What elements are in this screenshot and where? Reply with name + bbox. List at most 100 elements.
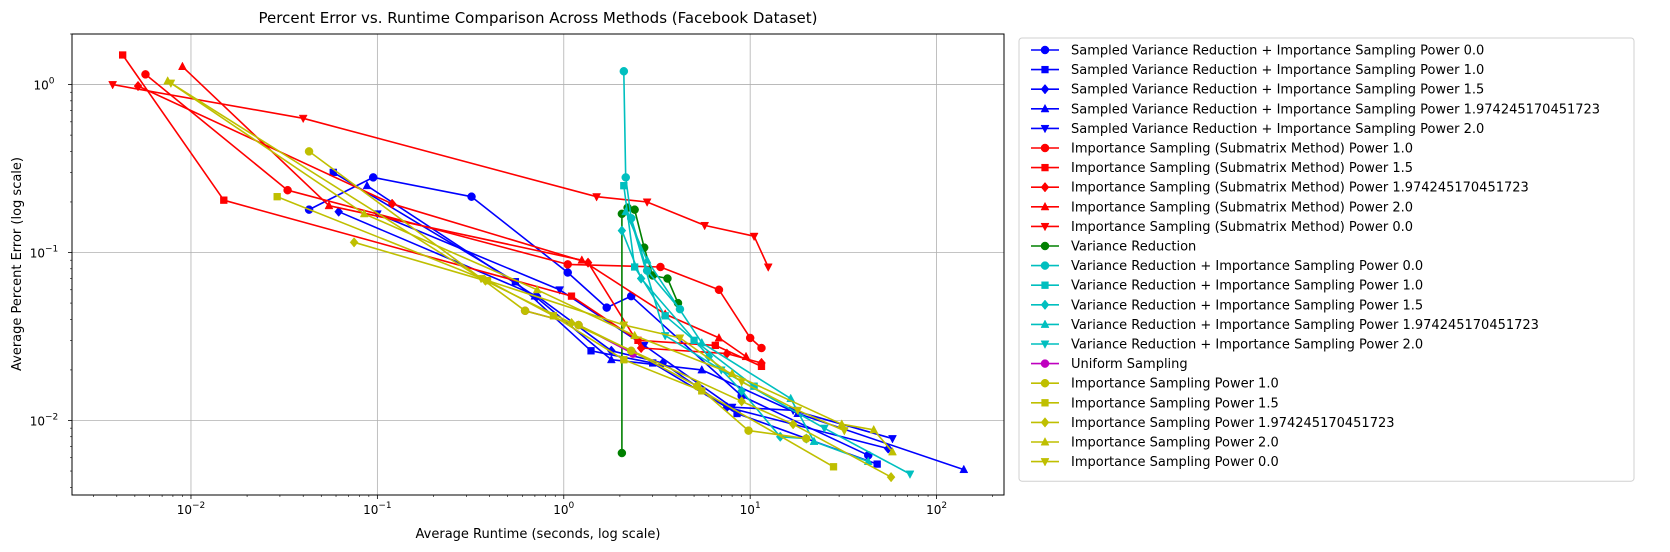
data-point-triangle-up	[606, 354, 616, 364]
data-point-triangle-up	[1040, 319, 1050, 328]
data-point-triangle-down	[1040, 340, 1050, 349]
data-point-triangle-down	[642, 198, 652, 207]
data-point-triangle-up	[697, 364, 707, 374]
data-point-circle	[1040, 45, 1050, 55]
data-point-triangle-up	[642, 255, 652, 264]
data-point-triangle-down	[749, 232, 759, 242]
data-point-diamond	[617, 225, 627, 236]
legend-item: Sampled Variance Reduction + Importance …	[1031, 102, 1600, 117]
data-point-circle	[621, 173, 630, 182]
data-point-square	[567, 292, 576, 300]
legend-item: Importance Sampling (Submatrix Method) P…	[1031, 181, 1529, 196]
x-tick-label: 10−2	[177, 501, 206, 517]
data-point-triangle-up	[621, 206, 631, 216]
legend-label: Variance Reduction	[1071, 240, 1196, 255]
series-5	[141, 70, 766, 353]
data-point-circle	[1040, 359, 1050, 368]
legend-item: Variance Reduction + Importance Sampling…	[1031, 279, 1423, 294]
data-point-square	[620, 182, 628, 190]
legend-label: Importance Sampling Power 1.974245170451…	[1071, 416, 1395, 431]
data-point-circle	[1040, 378, 1050, 388]
legend-label: Variance Reduction + Importance Sampling…	[1071, 318, 1539, 333]
data-point-triangle-up	[741, 351, 751, 361]
series-line	[167, 80, 894, 453]
series-layer	[108, 51, 969, 483]
data-point-circle	[520, 306, 530, 316]
data-point-diamond	[1040, 182, 1050, 193]
data-point-triangle-up	[1040, 103, 1050, 113]
data-point-triangle-down	[1040, 222, 1050, 232]
x-tick-label: 102	[926, 501, 947, 517]
data-point-circle	[656, 262, 665, 272]
data-point-circle	[745, 333, 755, 343]
data-point-triangle-down	[888, 435, 897, 444]
x-tick-label: 10−1	[363, 501, 392, 517]
data-point-triangle-up	[532, 284, 542, 294]
series-21	[166, 79, 849, 436]
data-point-circle	[617, 448, 627, 458]
legend-item: Variance Reduction + Importance Sampling…	[1031, 259, 1423, 274]
x-tick-label: 101	[740, 501, 761, 517]
data-point-square	[587, 347, 595, 355]
data-point-circle	[283, 185, 292, 195]
data-point-circle	[757, 343, 766, 353]
legend-item: Sampled Variance Reduction + Importance …	[1031, 122, 1484, 137]
axis-ticks: 10−2 10−1 100 101 102 10−2 10−1 100	[30, 33, 993, 517]
x-tick-label: 100	[553, 501, 574, 517]
data-point-triangle-up	[888, 446, 897, 456]
data-point-circle	[663, 274, 672, 283]
data-point-square	[273, 193, 281, 201]
legend-item: Variance Reduction + Importance Sampling…	[1031, 338, 1423, 353]
data-point-triangle-down	[793, 406, 803, 416]
data-point-triangle-up	[324, 200, 334, 210]
y-tick-label: 10−1	[30, 245, 59, 261]
legend-box	[1018, 37, 1635, 482]
data-point-diamond	[886, 471, 896, 483]
data-point-circle	[368, 173, 378, 182]
y-tick-label: 100	[33, 77, 54, 93]
data-point-circle	[563, 260, 572, 269]
y-tick-label: 10−2	[30, 412, 59, 428]
data-point-triangle-down	[819, 424, 829, 434]
legend-item: Importance Sampling (Submatrix Method) P…	[1031, 161, 1413, 176]
data-point-circle	[714, 285, 724, 295]
data-point-triangle-up	[577, 255, 587, 264]
series-line	[624, 211, 869, 463]
data-point-diamond	[737, 396, 746, 407]
legend-item: Importance Sampling Power 0.0	[1031, 455, 1279, 470]
data-point-triangle-down	[905, 470, 915, 479]
data-point-square	[698, 387, 706, 395]
data-point-diamond	[387, 198, 397, 209]
legend: Sampled Variance Reduction + Importance …	[1018, 37, 1635, 482]
data-point-square	[829, 463, 838, 471]
data-point-triangle-up	[809, 436, 819, 445]
data-point-circle	[630, 205, 639, 214]
data-point-circle	[602, 303, 611, 312]
data-point-square	[1041, 281, 1049, 289]
data-point-triangle-down	[763, 263, 773, 272]
data-point-square	[711, 341, 719, 350]
data-point-diamond	[334, 206, 344, 217]
legend-label: Importance Sampling Power 1.5	[1071, 396, 1279, 411]
legend-label: Sampled Variance Reduction + Importance …	[1071, 122, 1484, 137]
data-point-triangle-down	[108, 81, 118, 90]
data-point-circle	[744, 426, 753, 435]
data-point-circle	[802, 434, 811, 443]
data-point-circle	[467, 192, 476, 201]
data-point-square	[1041, 65, 1049, 74]
data-point-triangle-up	[1040, 201, 1050, 211]
data-point-triangle-down	[298, 114, 308, 124]
data-point-triangle-up	[359, 208, 369, 218]
legend-label: Importance Sampling (Submatrix Method) P…	[1071, 200, 1413, 215]
data-point-triangle-down	[737, 378, 747, 387]
data-point-diamond	[1040, 299, 1050, 310]
legend-label: Importance Sampling (Submatrix Method) P…	[1071, 220, 1413, 235]
data-point-triangle-down	[1040, 124, 1050, 134]
data-point-circle	[1040, 261, 1050, 270]
legend-item: Importance Sampling Power 1.0	[1031, 377, 1279, 392]
data-point-triangle-down	[700, 221, 710, 231]
data-point-diamond	[757, 357, 766, 369]
data-point-diamond	[636, 342, 646, 354]
series-line	[353, 241, 892, 478]
series-line	[181, 66, 747, 358]
